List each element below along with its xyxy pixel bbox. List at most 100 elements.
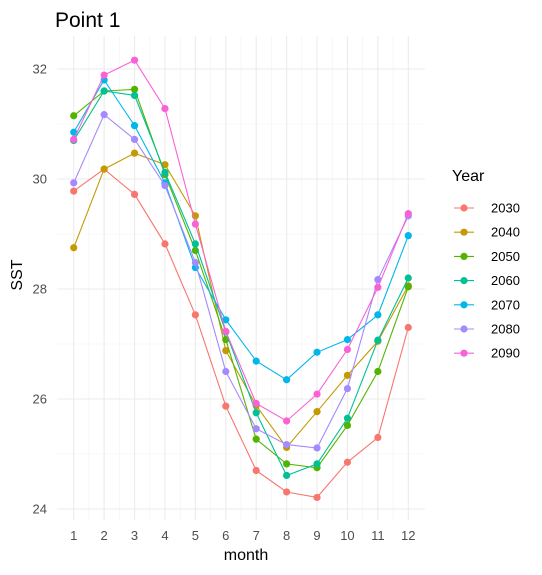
data-point-2050 — [374, 367, 382, 376]
y-tick-label: 32 — [33, 62, 47, 77]
data-point-2070 — [252, 357, 260, 365]
data-point-2050 — [130, 85, 139, 93]
data-point-2070 — [404, 232, 412, 240]
series-line-2050 — [73, 88, 409, 469]
data-point-2090 — [100, 71, 108, 79]
data-point-2030 — [343, 458, 352, 466]
data-point-2060 — [130, 91, 139, 99]
legend-key-point — [460, 325, 468, 333]
data-point-2080 — [252, 425, 260, 433]
x-tick-label: 5 — [192, 528, 199, 543]
series-2090 — [70, 56, 412, 425]
x-tick-label: 2 — [101, 528, 108, 543]
x-tick-label: 10 — [340, 528, 354, 543]
data-point-2060 — [252, 409, 260, 417]
legend-item-2090: 2090 — [454, 346, 520, 361]
data-point-2090 — [283, 417, 291, 425]
data-point-2060 — [283, 471, 291, 480]
legend-key-point — [460, 301, 468, 309]
legend-label: 2050 — [491, 249, 520, 264]
data-point-2030 — [374, 433, 382, 442]
x-tick-label: 9 — [313, 528, 320, 543]
data-point-2080 — [222, 367, 230, 376]
x-tick-label: 11 — [371, 528, 385, 543]
data-point-2030 — [283, 488, 291, 496]
legend-item-2050: 2050 — [454, 249, 520, 264]
series-layer — [70, 56, 412, 502]
grid — [57, 36, 425, 520]
y-tick-label: 26 — [33, 392, 47, 407]
x-axis-title: month — [224, 547, 268, 564]
legend-item-2030: 2030 — [454, 201, 520, 216]
data-point-2060 — [374, 336, 382, 344]
x-tick-label: 6 — [222, 528, 229, 543]
data-point-2070 — [313, 348, 321, 356]
series-2080 — [70, 111, 412, 452]
data-point-2030 — [222, 402, 230, 410]
y-axis-ticks: 24 26 28 30 32 — [33, 62, 47, 517]
legend-key-point — [460, 252, 468, 260]
y-tick-label: 24 — [33, 502, 47, 517]
legend-label: 2070 — [491, 297, 520, 312]
data-point-2080 — [70, 179, 78, 187]
data-point-2080 — [130, 135, 139, 143]
series-line-2080 — [73, 113, 409, 449]
data-point-2030 — [313, 493, 321, 502]
data-point-2050 — [70, 112, 78, 120]
data-point-2070 — [70, 128, 78, 136]
legend-label: 2040 — [491, 225, 520, 240]
x-tick-label: 7 — [253, 528, 260, 543]
data-point-2030 — [404, 323, 412, 332]
data-point-2030 — [252, 466, 260, 475]
data-point-2060 — [404, 274, 412, 282]
data-point-2030 — [130, 190, 139, 198]
data-point-2060 — [100, 87, 108, 95]
legend-title: Year — [452, 168, 485, 185]
data-point-2070 — [130, 122, 139, 130]
series-line-2090 — [73, 59, 409, 422]
data-point-2090 — [252, 399, 260, 407]
legend-label: 2030 — [491, 201, 520, 216]
data-point-2090 — [374, 283, 382, 291]
legend-key-point — [460, 204, 468, 212]
y-tick-label: 28 — [33, 282, 47, 297]
x-tick-label: 4 — [161, 528, 168, 543]
data-point-2080 — [100, 111, 108, 119]
data-point-2070 — [222, 316, 230, 324]
data-point-2080 — [374, 276, 382, 284]
y-axis-title: SST — [9, 259, 26, 290]
x-tick-label: 3 — [131, 528, 138, 543]
legend-label: 2060 — [491, 273, 520, 288]
data-point-2060 — [343, 414, 352, 422]
x-tick-label: 12 — [401, 528, 415, 543]
data-point-2090 — [70, 135, 78, 143]
data-point-2090 — [222, 327, 230, 335]
x-tick-label: 1 — [70, 528, 77, 543]
data-point-2050 — [252, 435, 260, 443]
data-point-2030 — [161, 240, 169, 248]
x-tick-label: 8 — [283, 528, 290, 543]
legend: Year 2030 2040 2050 2060 2070 2080 2090 — [452, 168, 520, 361]
data-point-2040 — [70, 244, 78, 252]
series-line-2070 — [73, 78, 409, 381]
legend-label: 2080 — [491, 322, 520, 337]
data-point-2090 — [313, 390, 321, 398]
data-point-2040 — [222, 347, 230, 355]
legend-key-point — [460, 277, 468, 285]
data-point-2040 — [313, 408, 321, 416]
data-point-2090 — [191, 220, 199, 228]
x-axis-ticks: 1 2 3 4 5 6 7 8 9 10 11 12 — [70, 528, 415, 543]
data-point-2090 — [343, 345, 352, 354]
legend-items: 2030 2040 2050 2060 2070 2080 2090 — [454, 201, 520, 361]
legend-item-2080: 2080 — [454, 322, 520, 337]
data-point-2030 — [70, 187, 78, 195]
data-point-2080 — [161, 182, 169, 190]
legend-item-2040: 2040 — [454, 225, 520, 240]
data-point-2050 — [343, 421, 352, 429]
data-point-2050 — [283, 460, 291, 468]
data-point-2070 — [283, 376, 291, 384]
legend-key-point — [460, 349, 468, 357]
data-point-2060 — [191, 240, 199, 248]
data-point-2080 — [343, 384, 352, 393]
